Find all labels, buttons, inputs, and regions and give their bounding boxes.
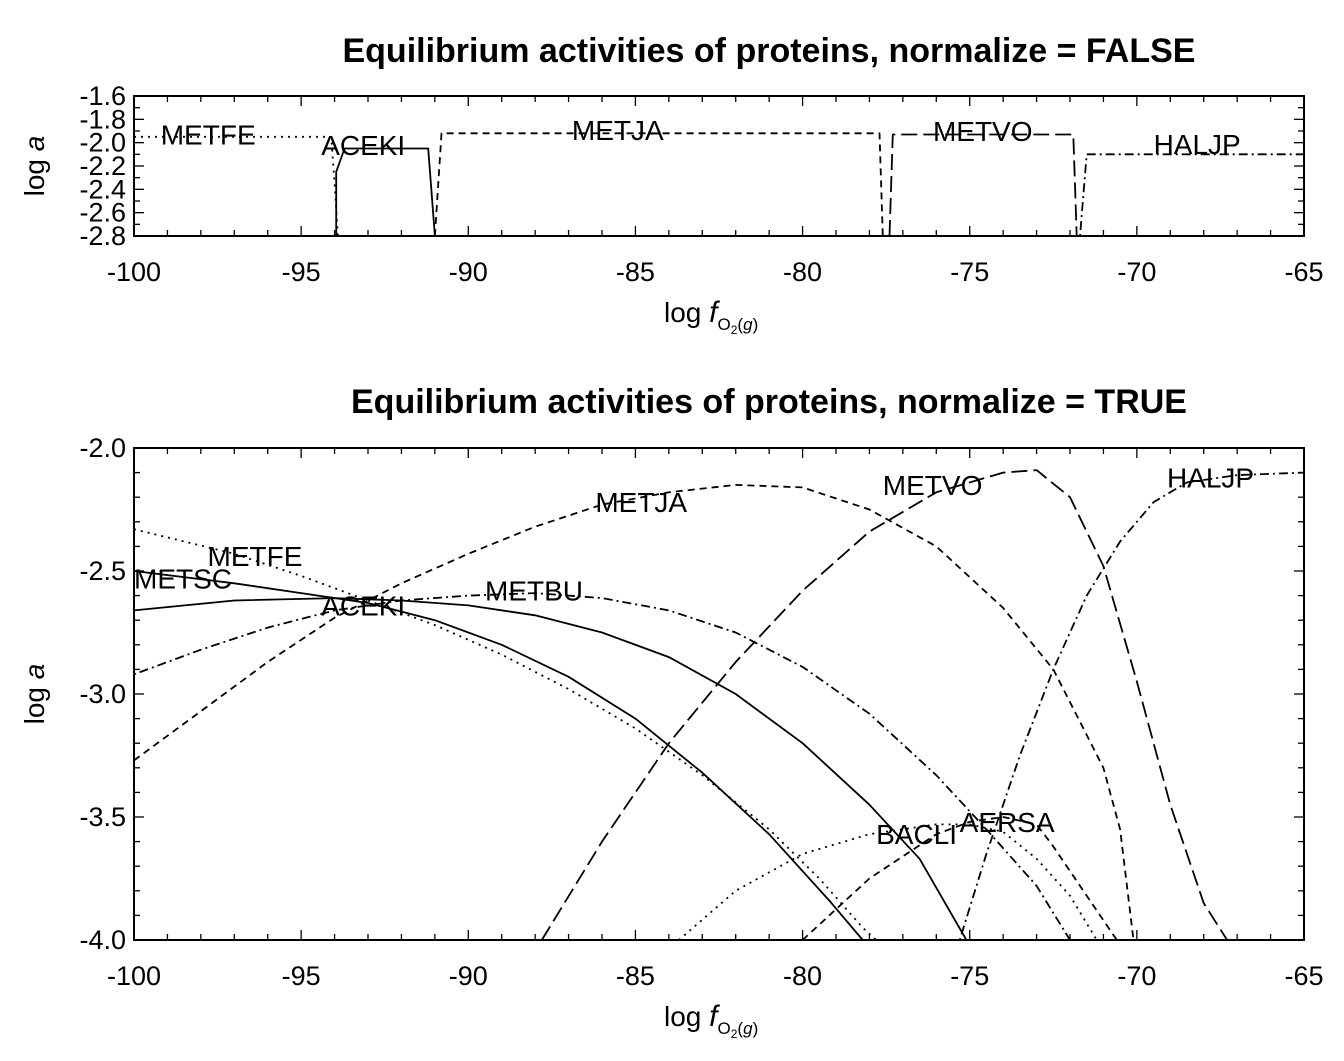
x-tick-label: -100 bbox=[107, 257, 161, 287]
x-label-sub-open: ( bbox=[737, 315, 743, 334]
y-tick-label: -2.2 bbox=[79, 151, 126, 181]
series-label-aceki: ACEKI bbox=[321, 130, 405, 161]
x-label-sub-close: ) bbox=[753, 1019, 759, 1038]
series-label-bacli: BACLI bbox=[876, 819, 957, 850]
x-tick-label: -100 bbox=[107, 961, 161, 991]
chart-panel-1: Equilibrium activities of proteins, norm… bbox=[19, 32, 1324, 337]
x-tick-label: -95 bbox=[282, 257, 321, 287]
x-label-sub-2: 2 bbox=[731, 1027, 738, 1041]
chart-title: Equilibrium activities of proteins, norm… bbox=[351, 383, 1187, 421]
y-tick-label: -2.0 bbox=[79, 128, 126, 158]
plot-frame bbox=[133, 95, 1305, 237]
y-tick-label: -4.0 bbox=[79, 925, 126, 955]
series-line-haljp bbox=[958, 471, 1304, 940]
x-tick-label: -75 bbox=[950, 257, 989, 287]
x-label-prefix: log bbox=[664, 1001, 709, 1032]
x-tick-label: -90 bbox=[449, 961, 488, 991]
y-axis-label: log a bbox=[19, 664, 50, 725]
y-label-a: a bbox=[19, 664, 50, 680]
series-label-metvo: METVO bbox=[933, 116, 1033, 147]
x-label-f: f bbox=[709, 1000, 720, 1033]
series-line-aceki bbox=[134, 597, 968, 940]
x-tick-label: -80 bbox=[783, 257, 822, 287]
x-tick-label: -90 bbox=[449, 257, 488, 287]
y-tick-label: -2.5 bbox=[79, 556, 126, 586]
y-tick-label: -2.6 bbox=[79, 198, 126, 228]
x-tick-label: -85 bbox=[616, 257, 655, 287]
y-tick-label: -1.6 bbox=[79, 81, 126, 111]
y-tick-label: -3.0 bbox=[79, 679, 126, 709]
x-label-f: f bbox=[709, 296, 720, 329]
series-label-metja: METJA bbox=[595, 487, 687, 518]
x-label-sub-o: O bbox=[718, 1019, 731, 1038]
series-label-aersa: AERSA bbox=[960, 807, 1055, 838]
x-tick-label: -70 bbox=[1117, 961, 1156, 991]
series-label-metbu: METBU bbox=[485, 576, 583, 607]
x-label-prefix: log bbox=[664, 297, 709, 328]
y-tick-label: -2.8 bbox=[79, 221, 126, 251]
series-label-metsc: METSC bbox=[134, 563, 232, 594]
x-label-sub-g: g bbox=[743, 1019, 753, 1038]
series-line-metfe bbox=[134, 135, 339, 236]
y-axis-label: log a bbox=[19, 136, 50, 197]
series-line-metvo bbox=[541, 469, 1228, 940]
series-label-metfe: METFE bbox=[208, 541, 303, 572]
x-label-sub-g: g bbox=[743, 315, 753, 334]
x-tick-label: -75 bbox=[950, 961, 989, 991]
series-group bbox=[134, 469, 1304, 940]
x-label-sub-o: O bbox=[718, 315, 731, 334]
series-line-aceki bbox=[335, 147, 436, 236]
y-tick-label: -2.0 bbox=[79, 433, 126, 463]
plot-frame bbox=[133, 447, 1305, 941]
series-line-metja bbox=[434, 132, 884, 236]
series-line-metja bbox=[134, 484, 1135, 940]
series-label-metvo: METVO bbox=[883, 470, 983, 501]
series-line-metsc bbox=[134, 570, 864, 940]
series-label-haljp: HALJP bbox=[1167, 463, 1254, 494]
x-tick-label: -95 bbox=[282, 961, 321, 991]
series-label-haljp: HALJP bbox=[1154, 129, 1241, 160]
series-label-aceki: ACEKI bbox=[321, 590, 405, 621]
series-line-bacli bbox=[678, 823, 1098, 940]
x-axis-label: log fO2(g) bbox=[664, 296, 758, 337]
x-tick-label: -70 bbox=[1117, 257, 1156, 287]
series-line-metbu bbox=[134, 592, 1071, 940]
x-axis-label: log fO2(g) bbox=[664, 1000, 758, 1041]
y-label-a: a bbox=[19, 136, 50, 152]
series-label-metfe: METFE bbox=[161, 120, 256, 151]
y-tick-label: -1.8 bbox=[79, 104, 126, 134]
x-tick-label: -85 bbox=[616, 961, 655, 991]
series-line-haljp bbox=[1079, 153, 1304, 236]
y-label-prefix: log bbox=[19, 151, 50, 196]
series-line-metvo bbox=[888, 133, 1078, 236]
series-line-aersa bbox=[801, 816, 1118, 940]
x-label-sub-close: ) bbox=[753, 315, 759, 334]
chart-panel-2: Equilibrium activities of proteins, norm… bbox=[19, 383, 1324, 1041]
x-label-sub-2: 2 bbox=[731, 323, 738, 337]
x-tick-label: -80 bbox=[783, 961, 822, 991]
series-label-metja: METJA bbox=[572, 115, 664, 146]
x-tick-label: -65 bbox=[1284, 257, 1323, 287]
x-label-sub-open: ( bbox=[737, 1019, 743, 1038]
y-label-prefix: log bbox=[19, 679, 50, 724]
y-tick-label: -2.4 bbox=[79, 174, 126, 204]
x-tick-label: -65 bbox=[1284, 961, 1323, 991]
chart-title: Equilibrium activities of proteins, norm… bbox=[342, 32, 1195, 70]
series-group bbox=[134, 132, 1304, 236]
y-tick-label: -3.5 bbox=[79, 802, 126, 832]
